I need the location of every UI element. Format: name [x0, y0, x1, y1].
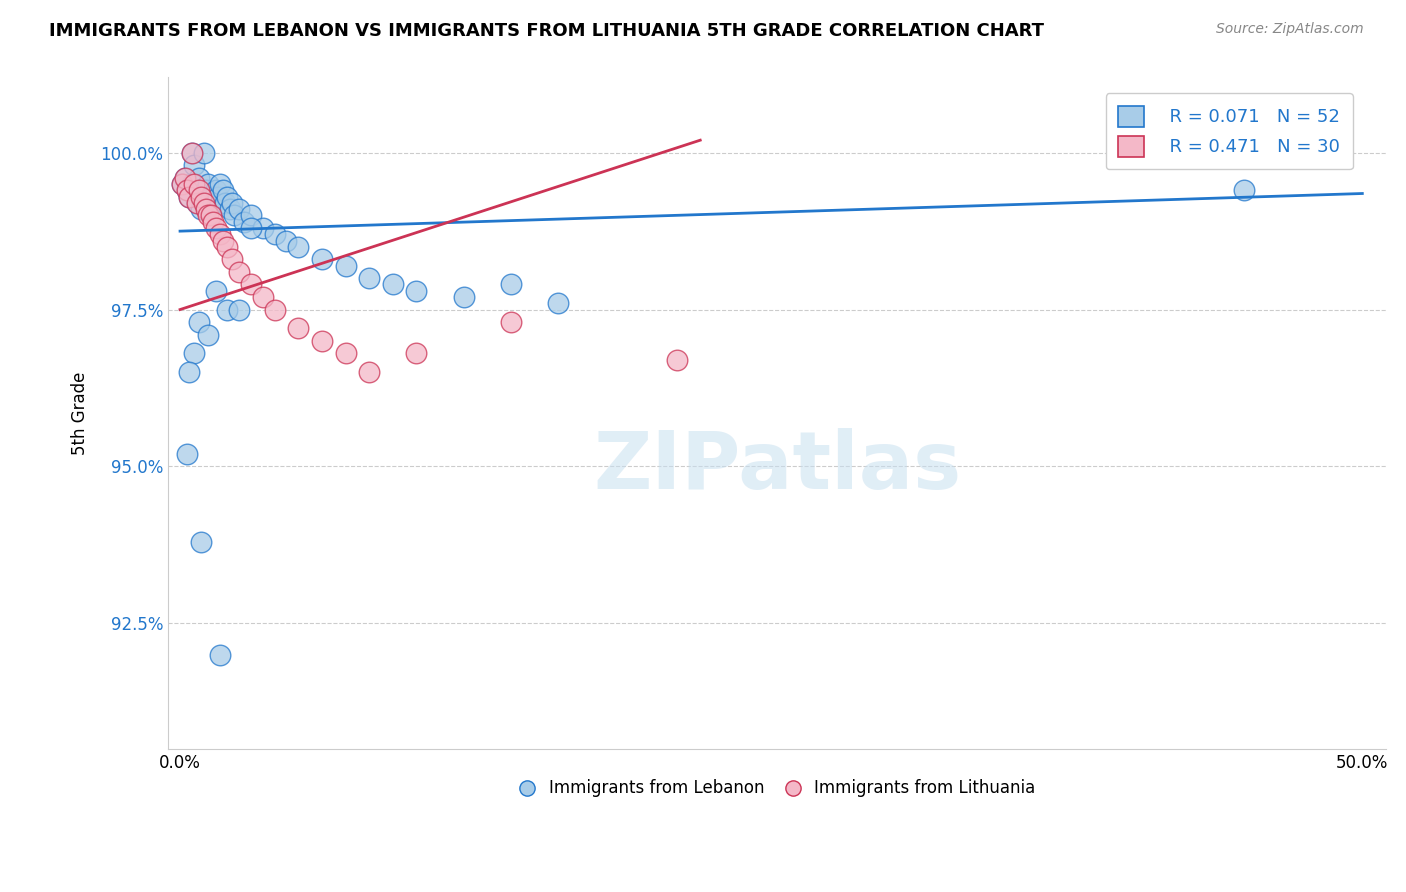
Point: [193, 195, 215, 210]
Point: [190, 534, 212, 549]
Point: [176, 447, 198, 461]
Point: [207, 189, 229, 203]
Point: [172, 177, 194, 191]
Point: [217, 189, 239, 203]
Point: [453, 290, 475, 304]
Point: [197, 177, 219, 191]
Point: [228, 265, 250, 279]
Point: [240, 221, 263, 235]
Point: [209, 648, 232, 662]
Point: [188, 170, 211, 185]
Point: [204, 284, 226, 298]
Point: [252, 221, 274, 235]
Point: [1233, 183, 1256, 197]
Point: [195, 183, 218, 197]
Point: [221, 195, 243, 210]
Text: Source: ZipAtlas.com: Source: ZipAtlas.com: [1216, 22, 1364, 37]
Point: [188, 315, 211, 329]
Point: [232, 215, 254, 229]
Point: [183, 177, 205, 191]
Point: [193, 189, 215, 203]
Point: [240, 277, 263, 292]
Point: [186, 195, 208, 210]
Point: [190, 202, 212, 217]
Point: [197, 209, 219, 223]
Point: [311, 252, 333, 267]
Point: [214, 195, 236, 210]
Point: [499, 315, 522, 329]
Point: [202, 195, 225, 210]
Point: [188, 183, 211, 197]
Point: [217, 302, 239, 317]
Point: [204, 221, 226, 235]
Point: [311, 334, 333, 348]
Point: [335, 259, 357, 273]
Point: [263, 227, 285, 242]
Text: IMMIGRANTS FROM LEBANON VS IMMIGRANTS FROM LITHUANIA 5TH GRADE CORRELATION CHART: IMMIGRANTS FROM LEBANON VS IMMIGRANTS FR…: [49, 22, 1045, 40]
Point: [221, 252, 243, 267]
Point: [173, 170, 195, 185]
Point: [172, 177, 194, 191]
Point: [381, 277, 404, 292]
Point: [209, 177, 232, 191]
Point: [180, 145, 202, 160]
Point: [359, 271, 381, 285]
Point: [183, 346, 205, 360]
Point: [211, 234, 233, 248]
Point: [218, 202, 240, 217]
Point: [200, 189, 222, 203]
Point: [193, 145, 215, 160]
Point: [665, 352, 688, 367]
Point: [179, 365, 201, 379]
Point: [287, 321, 309, 335]
Point: [179, 189, 201, 203]
Point: [180, 177, 202, 191]
Point: [204, 183, 226, 197]
Point: [287, 240, 309, 254]
Point: [190, 189, 212, 203]
Legend: Immigrants from Lebanon, Immigrants from Lithuania: Immigrants from Lebanon, Immigrants from…: [512, 772, 1042, 805]
Point: [228, 302, 250, 317]
Point: [547, 296, 569, 310]
Point: [197, 327, 219, 342]
Point: [173, 170, 195, 185]
Point: [359, 365, 381, 379]
Point: [335, 346, 357, 360]
Point: [195, 202, 218, 217]
Point: [202, 215, 225, 229]
Point: [211, 183, 233, 197]
Point: [209, 227, 232, 242]
Point: [176, 183, 198, 197]
Point: [224, 209, 246, 223]
Point: [252, 290, 274, 304]
Point: [200, 209, 222, 223]
Text: ZIPatlas: ZIPatlas: [593, 428, 962, 506]
Point: [240, 209, 263, 223]
Point: [176, 183, 198, 197]
Point: [179, 189, 201, 203]
Point: [499, 277, 522, 292]
Point: [228, 202, 250, 217]
Point: [217, 240, 239, 254]
Point: [405, 284, 427, 298]
Point: [186, 195, 208, 210]
Point: [263, 302, 285, 317]
Point: [405, 346, 427, 360]
Point: [183, 158, 205, 172]
Y-axis label: 5th Grade: 5th Grade: [72, 371, 89, 455]
Point: [180, 145, 202, 160]
Point: [276, 234, 298, 248]
